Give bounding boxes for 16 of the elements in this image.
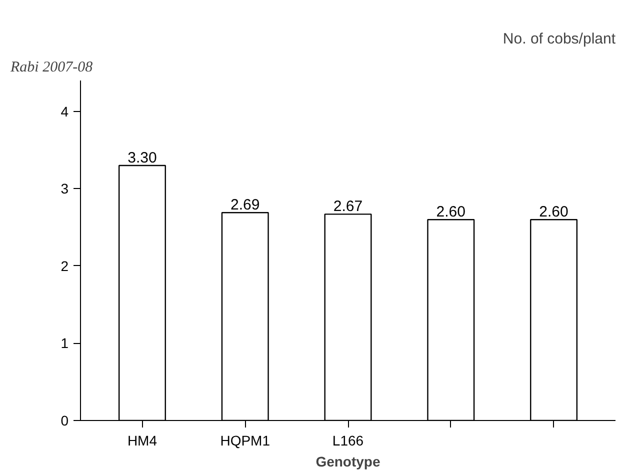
chart-title: No. of cobs/plant (502, 30, 616, 48)
x-tick-label: HQPM1 (220, 432, 270, 448)
x-tick-label: L166 (332, 432, 364, 448)
text: Rabi 2007-08 (10, 60, 94, 76)
data-label: 2.69 (230, 196, 260, 214)
y-tick-label: 0 (60, 412, 69, 428)
data-label: 3.30 (128, 150, 157, 166)
y-tick-label: 1 (60, 335, 69, 352)
data-label: 2.60 (539, 204, 568, 221)
y-tick-label: 2 (60, 258, 69, 274)
data-label: 2.67 (333, 198, 363, 216)
y-tick-label: 3 (60, 180, 69, 197)
x-tick-label: HM4 (127, 432, 158, 448)
data-label: 2.60 (436, 204, 466, 221)
x-axis-title: Genotype (316, 454, 380, 470)
y-tick-label: 4 (60, 103, 69, 120)
